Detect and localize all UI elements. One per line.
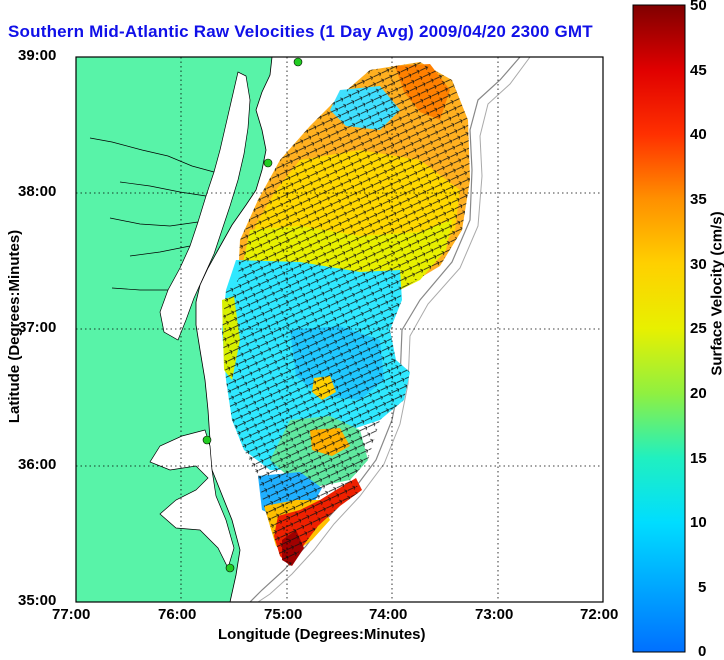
colorbar-tick-label: 50 xyxy=(690,0,707,14)
y-tick-label: 35:00 xyxy=(18,592,57,609)
colorbar-tick-label: 45 xyxy=(690,62,707,79)
colorbar xyxy=(632,4,686,653)
x-tick-label: 72:00 xyxy=(580,606,619,623)
colorbar-tick-label: 5 xyxy=(698,579,707,596)
colorbar-tick-label: 40 xyxy=(690,126,707,143)
station-marker xyxy=(293,57,303,67)
x-tick-label: 76:00 xyxy=(158,606,197,623)
y-axis-label: Latitude (Degrees:Minutes) xyxy=(6,229,24,424)
colorbar-label: Surface Velocity (cm/s) xyxy=(708,211,724,376)
station-marker xyxy=(263,158,273,168)
x-tick-label: 74:00 xyxy=(369,606,408,623)
colorbar-tick-label: 10 xyxy=(690,514,707,531)
colorbar-tick-label: 30 xyxy=(690,256,707,273)
colorbar-tick-label: 20 xyxy=(690,385,707,402)
grid-lines xyxy=(76,57,603,602)
x-tick-label: 77:00 xyxy=(52,606,91,623)
river-potomac xyxy=(89,137,215,291)
colorbar-tick-label: 0 xyxy=(698,643,707,660)
station-marker xyxy=(202,435,212,445)
colorbar-tick-label: 25 xyxy=(690,320,707,337)
map-title: Southern Mid-Atlantic Raw Velocities (1 … xyxy=(8,22,593,41)
colorbar-tick-label: 15 xyxy=(690,450,707,467)
plot-frame xyxy=(75,56,604,603)
x-tick-label: 75:00 xyxy=(264,606,303,623)
station-markers xyxy=(202,57,303,573)
x-axis-label: Longitude (Degrees:Minutes) xyxy=(218,626,426,643)
y-tick-label: 36:00 xyxy=(18,456,57,473)
shelf-contour-deep xyxy=(257,57,531,602)
colorbar-tick-label: 35 xyxy=(690,191,707,208)
pamlico-sound xyxy=(149,429,235,569)
y-tick-label: 39:00 xyxy=(18,47,57,64)
x-tick-label: 73:00 xyxy=(475,606,514,623)
y-tick-label: 37:00 xyxy=(18,319,57,336)
y-tick-label: 38:00 xyxy=(18,183,57,200)
station-marker xyxy=(225,563,235,573)
